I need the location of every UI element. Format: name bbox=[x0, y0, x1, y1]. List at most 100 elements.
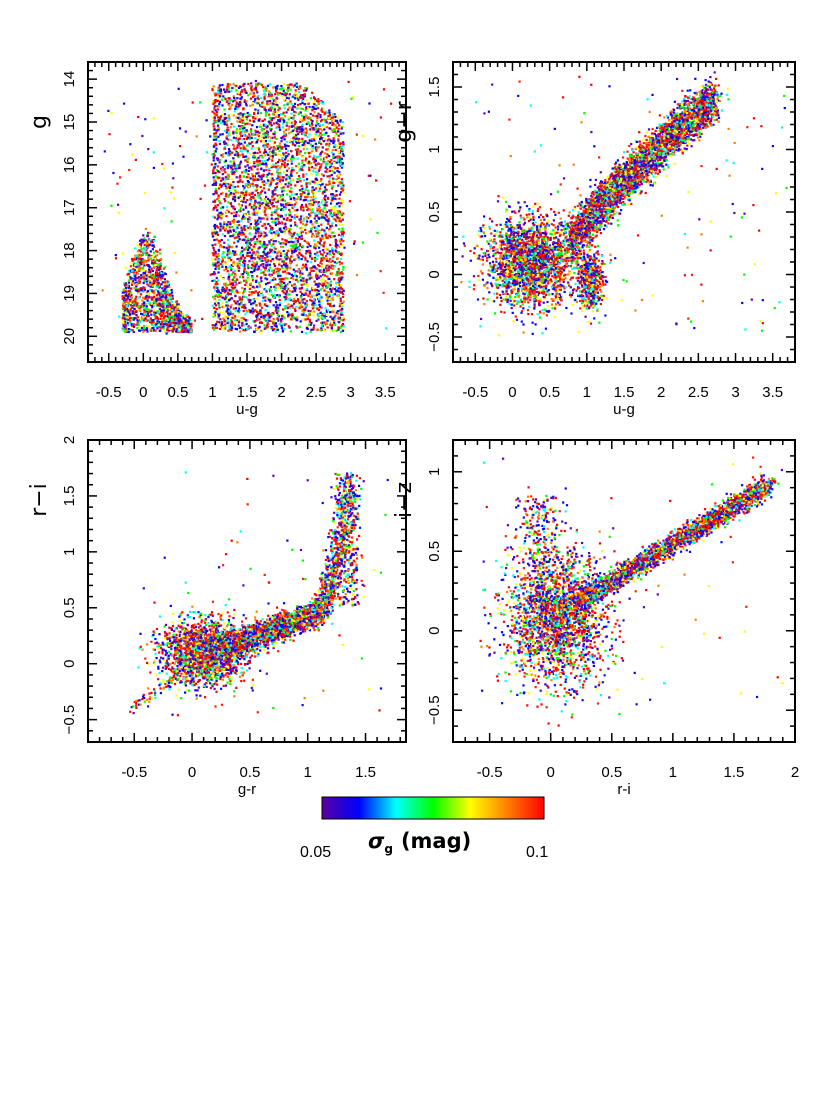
data-point bbox=[164, 281, 167, 284]
data-point bbox=[274, 232, 277, 235]
data-point bbox=[128, 321, 132, 324]
data-point bbox=[325, 165, 328, 168]
data-point bbox=[157, 272, 160, 275]
data-point bbox=[253, 268, 256, 271]
data-point bbox=[308, 168, 311, 172]
data-point bbox=[134, 297, 137, 300]
data-point bbox=[218, 306, 221, 309]
data-point bbox=[240, 324, 243, 327]
data-point bbox=[307, 182, 310, 185]
data-point bbox=[282, 291, 285, 294]
data-point bbox=[274, 130, 277, 134]
data-point bbox=[242, 303, 245, 307]
data-point bbox=[245, 281, 248, 284]
data-point bbox=[262, 136, 266, 139]
data-point bbox=[291, 141, 294, 144]
data-point bbox=[138, 307, 141, 310]
data-point bbox=[136, 272, 139, 275]
data-point bbox=[281, 138, 284, 141]
data-point bbox=[138, 280, 141, 284]
data-point bbox=[218, 142, 222, 146]
data-point bbox=[323, 236, 326, 239]
data-point bbox=[244, 165, 247, 168]
data-point bbox=[276, 328, 279, 331]
data-point bbox=[295, 82, 298, 85]
data-point bbox=[300, 330, 304, 333]
data-point bbox=[232, 221, 235, 224]
data-point bbox=[166, 285, 169, 288]
data-point bbox=[271, 113, 274, 116]
data-point bbox=[283, 104, 286, 107]
data-point bbox=[299, 86, 302, 89]
data-point bbox=[285, 111, 288, 114]
data-point bbox=[335, 146, 338, 149]
data-point bbox=[151, 273, 155, 276]
data-point bbox=[253, 151, 257, 154]
data-point bbox=[248, 123, 251, 126]
data-point bbox=[273, 211, 276, 214]
data-point bbox=[142, 330, 145, 333]
data-point bbox=[293, 240, 296, 243]
data-point bbox=[134, 317, 137, 320]
data-point bbox=[159, 274, 162, 277]
data-point bbox=[302, 117, 305, 120]
data-point bbox=[172, 310, 175, 313]
data-point bbox=[124, 294, 127, 297]
data-point bbox=[330, 266, 333, 269]
data-point bbox=[329, 283, 332, 287]
data-point bbox=[229, 283, 232, 286]
data-point bbox=[252, 264, 255, 267]
data-point bbox=[217, 89, 220, 92]
data-point bbox=[240, 234, 243, 237]
data-point bbox=[226, 126, 229, 129]
data-point bbox=[234, 309, 237, 313]
data-point bbox=[329, 226, 332, 229]
data-point bbox=[232, 157, 235, 160]
data-point bbox=[327, 290, 330, 294]
data-point bbox=[338, 219, 341, 223]
data-point bbox=[315, 244, 318, 247]
data-point bbox=[186, 315, 190, 318]
data-point bbox=[183, 323, 186, 327]
data-point bbox=[301, 119, 304, 122]
data-point bbox=[252, 116, 255, 119]
data-point bbox=[331, 120, 334, 123]
data-point bbox=[330, 207, 333, 210]
data-point bbox=[247, 271, 250, 274]
data-point bbox=[319, 154, 322, 158]
data-point bbox=[271, 205, 275, 208]
data-point bbox=[251, 276, 254, 279]
data-point bbox=[290, 187, 293, 190]
data-point bbox=[220, 185, 223, 188]
data-point bbox=[218, 259, 221, 262]
data-point bbox=[238, 231, 241, 234]
data-point bbox=[294, 247, 297, 251]
data-point bbox=[299, 177, 302, 180]
data-point bbox=[128, 313, 132, 316]
data-point bbox=[173, 318, 176, 321]
data-point bbox=[335, 190, 338, 193]
data-point bbox=[212, 324, 215, 327]
data-point bbox=[262, 250, 265, 253]
data-point bbox=[313, 280, 316, 283]
data-point bbox=[278, 126, 281, 129]
data-point bbox=[146, 264, 149, 267]
data-point bbox=[322, 102, 325, 105]
data-point bbox=[237, 214, 241, 217]
data-point bbox=[335, 220, 338, 223]
data-point bbox=[276, 103, 279, 107]
data-point bbox=[283, 270, 286, 273]
data-point bbox=[266, 173, 269, 176]
data-point bbox=[127, 328, 130, 331]
data-point bbox=[264, 125, 267, 128]
data-point bbox=[327, 135, 330, 138]
data-point bbox=[228, 83, 231, 86]
data-point bbox=[319, 166, 322, 169]
data-point bbox=[145, 280, 148, 283]
data-point bbox=[131, 282, 134, 285]
data-point bbox=[137, 299, 140, 302]
data-point bbox=[278, 227, 281, 230]
data-point bbox=[176, 317, 179, 320]
data-point bbox=[167, 295, 170, 298]
data-point bbox=[214, 272, 217, 275]
